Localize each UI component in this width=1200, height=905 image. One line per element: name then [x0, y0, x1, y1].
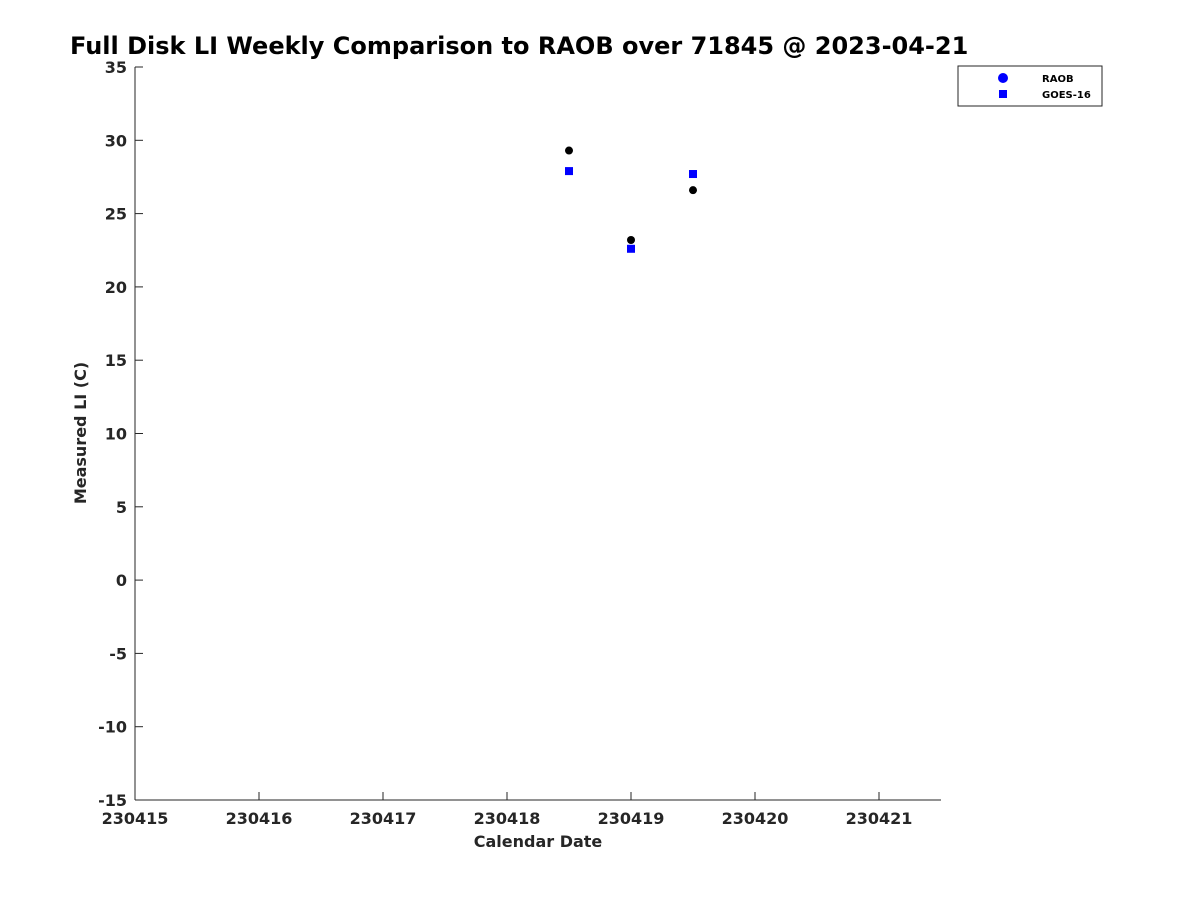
y-tick-label: -10: [98, 718, 127, 737]
point-goes-16: [565, 167, 573, 176]
legend-label-raob: RAOB: [1042, 74, 1074, 85]
x-tick-label: 230416: [226, 809, 293, 828]
y-tick-label: 30: [105, 131, 127, 150]
legend-label-goes-16: GOES-16: [1042, 90, 1091, 101]
ticks: 230415 230416 230417 230418 230419 230420 2304…: [98, 58, 912, 828]
point-goes-16: [627, 244, 635, 253]
x-tick-label: 230421: [846, 809, 913, 828]
point-goes-16: [689, 170, 697, 179]
y-tick-label: -15: [98, 791, 127, 810]
point-raob: [627, 235, 635, 244]
y-tick-label: 25: [105, 205, 127, 224]
y-tick-label: 35: [105, 58, 127, 77]
y-tick-label: 15: [105, 351, 127, 370]
axes: [134, 67, 941, 801]
legend: RAOB GOES-16: [957, 65, 1103, 107]
x-tick-label: 230420: [722, 809, 789, 828]
y-tick-label: 20: [105, 278, 127, 297]
y-tick-label: -5: [109, 644, 127, 663]
point-raob: [565, 146, 573, 155]
y-tick-label: 5: [116, 498, 127, 517]
legend-marker-goes-16: [999, 90, 1007, 98]
legend-box: [957, 65, 1103, 107]
legend-marker-raob: [998, 73, 1008, 83]
x-tick-label: 230419: [598, 809, 665, 828]
x-tick-label: 230415: [102, 809, 169, 828]
x-tick-label: 230417: [350, 809, 417, 828]
chart-title: Full Disk LI Weekly Comparison to RAOB o…: [70, 32, 968, 60]
x-tick-label: 230418: [474, 809, 541, 828]
point-raob: [689, 186, 697, 195]
y-tick-label: 10: [105, 425, 127, 444]
y-tick-label: 0: [116, 571, 127, 590]
data-points: [565, 146, 697, 253]
x-axis-label: Calendar Date: [474, 832, 603, 851]
y-axis-label: Measured LI (C): [71, 362, 90, 504]
